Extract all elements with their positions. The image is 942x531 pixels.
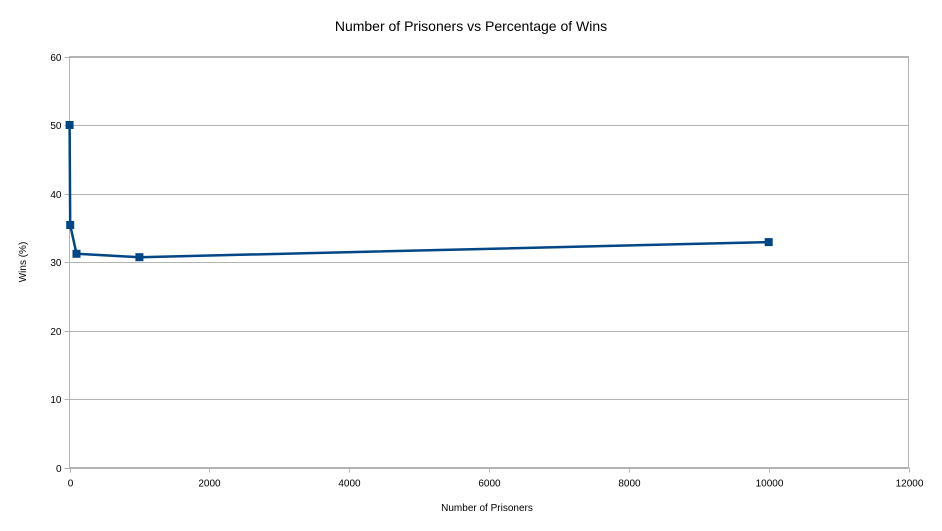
y-tick-label: 20 [50,327,62,338]
gridlines [69,57,909,469]
x-tick-label: 10000 [756,479,784,490]
y-tick-label: 50 [50,121,62,132]
data-point-marker [65,121,74,129]
x-tick-label: 0 [68,479,74,490]
x-axis-title: Number of Prisoners [441,503,533,514]
data-point-marker [66,221,75,229]
x-tick-label: 4000 [338,479,361,490]
x-tick-label: 6000 [478,479,501,490]
y-tick-label: 60 [50,53,62,64]
x-tick-label: 8000 [618,479,641,490]
series-line [68,124,769,259]
y-tick-label: 0 [56,464,62,475]
series-layer [65,121,773,262]
y-tick-label: 40 [50,190,62,201]
data-point-marker [72,249,81,258]
y-tick-label: 10 [50,395,62,406]
x-tick-label: 2000 [198,479,221,490]
data-point-marker [764,238,773,247]
x-tick-label: 12000 [896,479,924,490]
y-axis-title: Wins (%) [18,242,29,283]
chart-title: Number of Prisoners vs Percentage of Win… [335,18,607,34]
axis-ticks: 0 10 20 30 40 50 60 0 2000 4000 6000 8000 10000 12000 [50,53,923,490]
y-tick-label: 30 [50,258,62,269]
data-point-marker [135,253,144,262]
